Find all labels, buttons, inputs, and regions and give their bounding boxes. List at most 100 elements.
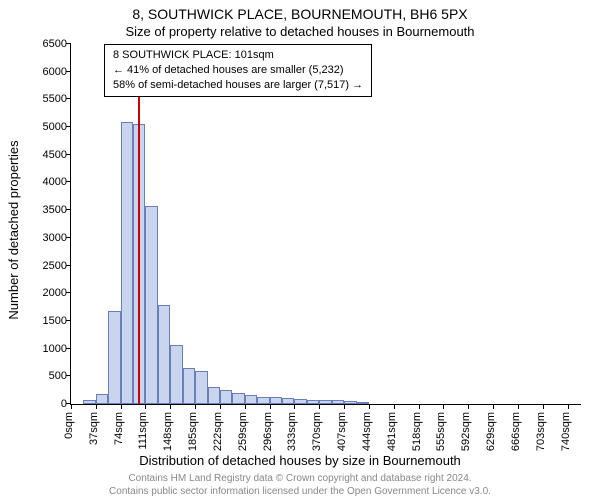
x-tick-label: 444sqm — [361, 412, 373, 451]
y-tick-mark — [66, 292, 71, 293]
x-tick-label: 555sqm — [435, 412, 447, 451]
y-tick-label: 6500 — [33, 38, 67, 50]
y-tick-label: 5500 — [33, 93, 67, 105]
histogram-bar — [319, 400, 331, 404]
histogram-bar — [158, 305, 170, 404]
histogram-bar — [245, 395, 257, 404]
x-tick-mark — [468, 404, 469, 409]
y-tick-label: 5000 — [33, 121, 67, 133]
x-tick-label: 148sqm — [162, 412, 174, 451]
x-tick-label: 666sqm — [510, 412, 522, 451]
x-tick-label: 629sqm — [485, 412, 497, 451]
x-tick-mark — [443, 404, 444, 409]
chart-title-description: Size of property relative to detached ho… — [0, 24, 600, 39]
y-tick-mark — [66, 375, 71, 376]
x-tick-label: 407sqm — [336, 412, 348, 451]
histogram-bar — [108, 311, 120, 404]
y-tick-mark — [66, 348, 71, 349]
y-tick-mark — [66, 320, 71, 321]
histogram-bar — [195, 371, 207, 404]
x-tick-label: 296sqm — [262, 412, 274, 451]
x-tick-label: 259sqm — [237, 412, 249, 451]
x-tick-mark — [344, 404, 345, 409]
histogram-bar — [357, 402, 369, 404]
y-tick-label: 2000 — [33, 287, 67, 299]
histogram-bar — [121, 122, 133, 404]
histogram-bar — [270, 397, 282, 404]
y-tick-mark — [66, 265, 71, 266]
x-tick-mark — [270, 404, 271, 409]
x-tick-label: 37sqm — [88, 412, 100, 445]
y-tick-label: 4000 — [33, 176, 67, 188]
x-tick-label: 370sqm — [311, 412, 323, 451]
histogram-bar — [170, 345, 182, 404]
y-tick-mark — [66, 98, 71, 99]
x-tick-label: 74sqm — [113, 412, 125, 445]
x-tick-mark — [419, 404, 420, 409]
x-tick-mark — [543, 404, 544, 409]
x-tick-mark — [518, 404, 519, 409]
x-tick-mark — [145, 404, 146, 409]
property-marker-line — [138, 44, 140, 404]
histogram-bar — [344, 401, 356, 404]
histogram-bar — [332, 400, 344, 404]
x-axis-label: Distribution of detached houses by size … — [0, 453, 600, 468]
y-tick-mark — [66, 209, 71, 210]
x-tick-label: 111sqm — [137, 412, 149, 450]
y-tick-mark — [66, 181, 71, 182]
y-tick-mark — [66, 71, 71, 72]
x-tick-mark — [394, 404, 395, 409]
histogram-bar — [257, 397, 269, 404]
x-tick-mark — [121, 404, 122, 409]
info-line-smaller: ← 41% of detached houses are smaller (5,… — [113, 63, 363, 78]
x-tick-mark — [568, 404, 569, 409]
x-tick-label: 222sqm — [212, 412, 224, 451]
footer-line-2: Contains public sector information licen… — [0, 486, 600, 499]
histogram-bar — [208, 387, 220, 404]
info-box: 8 SOUTHWICK PLACE: 101sqm ← 41% of detac… — [104, 44, 372, 97]
y-tick-label: 6000 — [33, 66, 67, 78]
y-tick-label: 2500 — [33, 260, 67, 272]
y-tick-mark — [66, 154, 71, 155]
x-tick-label: 703sqm — [535, 412, 547, 451]
x-tick-mark — [170, 404, 171, 409]
histogram-bar — [96, 394, 108, 404]
histogram-bar — [183, 368, 195, 404]
x-tick-mark — [245, 404, 246, 409]
x-tick-label: 518sqm — [411, 412, 423, 451]
x-tick-mark — [294, 404, 295, 409]
x-tick-mark — [220, 404, 221, 409]
histogram-bar — [307, 400, 319, 404]
x-tick-mark — [319, 404, 320, 409]
y-tick-label: 1000 — [33, 343, 67, 355]
footer-attribution: Contains HM Land Registry data © Crown c… — [0, 473, 600, 498]
x-tick-label: 0sqm — [63, 412, 75, 439]
info-line-size: 8 SOUTHWICK PLACE: 101sqm — [113, 48, 363, 63]
x-tick-label: 185sqm — [187, 412, 199, 451]
footer-line-1: Contains HM Land Registry data © Crown c… — [0, 473, 600, 486]
y-tick-label: 500 — [33, 370, 67, 382]
histogram-bar — [83, 400, 95, 404]
y-tick-label: 0 — [33, 398, 67, 410]
info-line-larger: 58% of semi-detached houses are larger (… — [113, 78, 363, 93]
y-tick-label: 1500 — [33, 315, 67, 327]
histogram-bar — [145, 206, 157, 404]
x-tick-mark — [493, 404, 494, 409]
histogram-bar — [294, 399, 306, 404]
histogram-bar — [232, 393, 244, 404]
y-tick-label: 3500 — [33, 204, 67, 216]
y-tick-label: 4500 — [33, 149, 67, 161]
y-tick-mark — [66, 126, 71, 127]
x-tick-label: 481sqm — [386, 412, 398, 451]
x-tick-mark — [71, 404, 72, 409]
y-tick-mark — [66, 43, 71, 44]
y-tick-mark — [66, 237, 71, 238]
y-tick-label: 3000 — [33, 232, 67, 244]
x-tick-label: 592sqm — [460, 412, 472, 451]
x-tick-mark — [96, 404, 97, 409]
histogram-plot: 0500100015002000250030003500400045005000… — [70, 44, 581, 405]
chart-title-address: 8, SOUTHWICK PLACE, BOURNEMOUTH, BH6 5PX — [0, 6, 600, 22]
histogram-bar — [220, 390, 232, 404]
x-tick-mark — [195, 404, 196, 409]
x-tick-label: 740sqm — [560, 412, 572, 451]
